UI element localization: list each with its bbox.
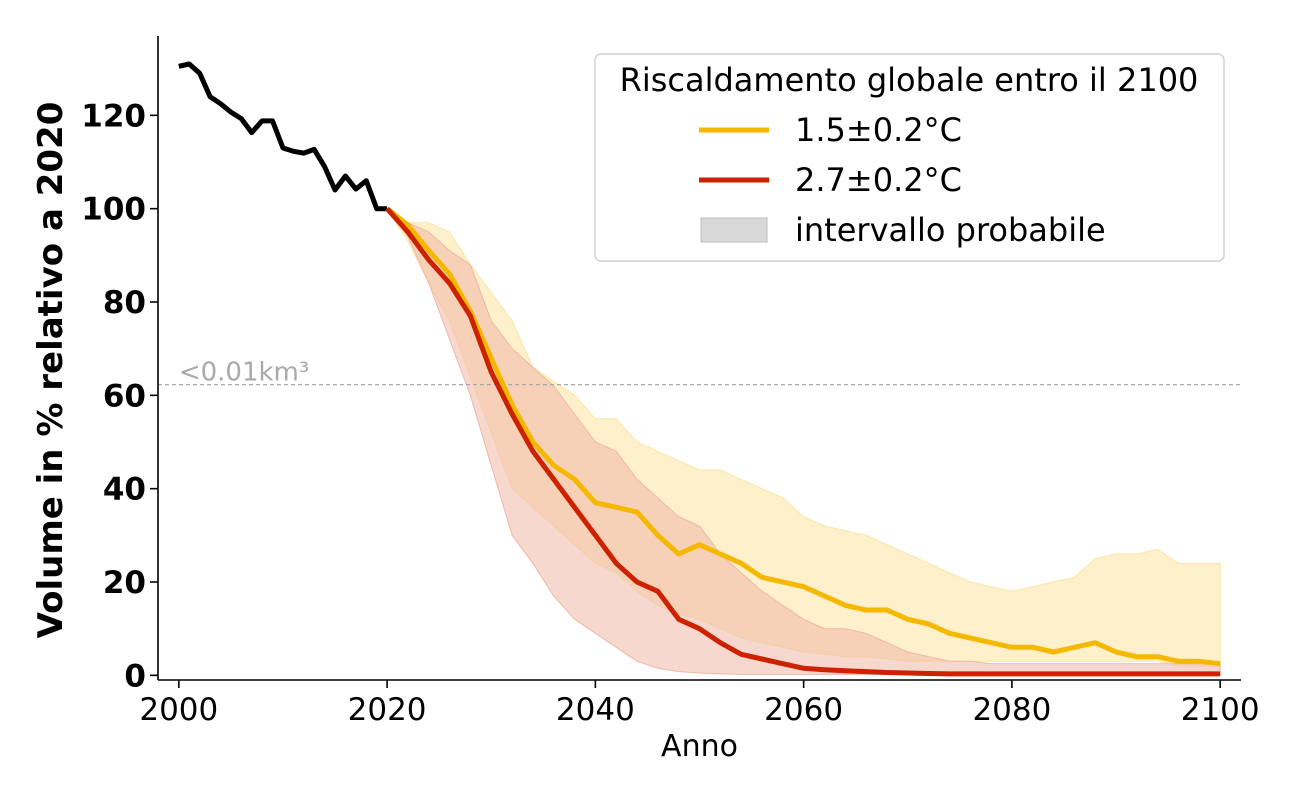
observed-line	[178, 61, 388, 212]
y-tick-label: 40	[103, 472, 146, 508]
line-1-5c	[385, 206, 1221, 667]
x-axis-ticks: 2000 2020 2040 2060 2080 2100	[139, 680, 1260, 728]
x-tick-label: 2080	[972, 692, 1051, 728]
y-tick-label: 120	[81, 98, 146, 134]
legend-swatch-likely-range	[700, 217, 768, 243]
x-tick-label: 2040	[556, 692, 635, 728]
x-tick-label: 2000	[139, 692, 218, 728]
y-tick-label: 80	[103, 285, 146, 321]
y-axis-title: Volume in % relativo a 2020	[31, 102, 71, 639]
legend-title: Riscaldamento globale entro il 2100	[620, 61, 1199, 99]
x-tick-label: 2020	[348, 692, 427, 728]
y-tick-label: 60	[103, 378, 146, 414]
y-tick-label: 100	[81, 192, 146, 228]
legend-label-likely-range: intervallo probabile	[795, 211, 1106, 249]
line-2-7c	[385, 207, 1221, 677]
y-axis-ticks: 0 20 40 60 80 100 120	[81, 98, 158, 694]
legend-frame	[594, 53, 1225, 262]
x-tick-label: 2100	[1181, 692, 1260, 728]
x-tick-label: 2060	[764, 692, 843, 728]
y-tick-label: 20	[103, 565, 146, 601]
y-tick-label: 0	[124, 658, 146, 694]
threshold-label: <0.01km³	[179, 358, 309, 388]
band-2-7c	[386, 208, 1221, 675]
threshold-group: <0.01km³	[158, 358, 1241, 388]
legend-label-2-7c: 2.7±0.2°C	[795, 161, 962, 199]
legend-label-1-5c: 1.5±0.2°C	[795, 111, 962, 149]
likely-range-bands	[386, 208, 1221, 675]
legend: Riscaldamento globale entro il 2100 1.5±…	[594, 53, 1225, 262]
series-lines	[178, 61, 1221, 677]
x-axis-title: Anno	[661, 729, 738, 764]
